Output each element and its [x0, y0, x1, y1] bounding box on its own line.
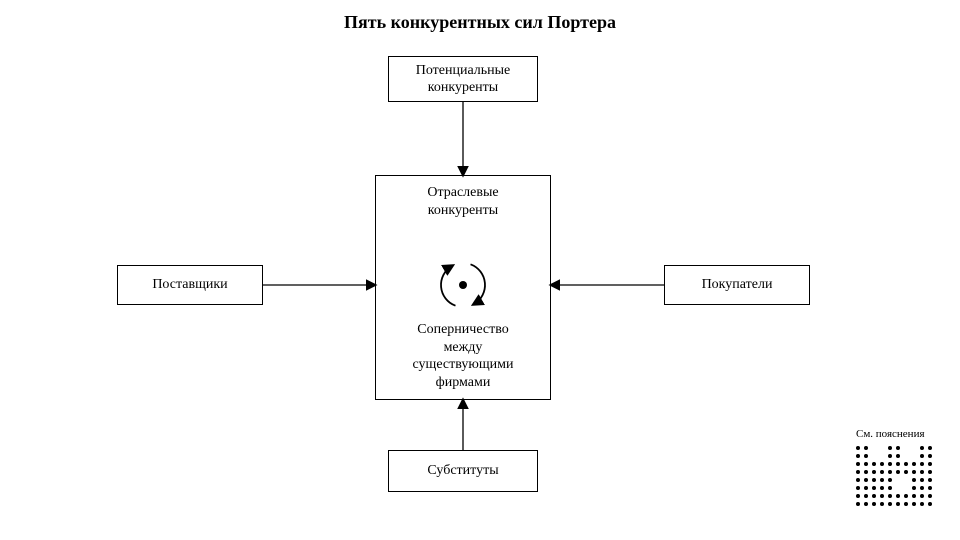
node-substitutes: Субституты — [388, 450, 538, 492]
node-industry-rivalry: Отраслевыеконкуренты Соперничествомеждус… — [375, 175, 551, 400]
node-buyers: Покупатели — [664, 265, 810, 305]
diagram-title: Пять конкурентных сил Портера — [0, 12, 960, 33]
footer-note: См. пояснения — [856, 428, 925, 440]
node-label: Потенциальныеконкуренты — [416, 62, 511, 97]
center-top-label: Отраслевыеконкуренты — [376, 184, 550, 219]
node-suppliers: Поставщики — [117, 265, 263, 305]
node-label: Поставщики — [152, 276, 227, 294]
decorative-dot-grid-icon — [856, 446, 932, 510]
node-potential-competitors: Потенциальныеконкуренты — [388, 56, 538, 102]
node-label: Покупатели — [702, 276, 773, 294]
center-bottom-label: Соперничествомеждусуществующимифирмами — [376, 321, 550, 391]
node-label: Субституты — [427, 462, 498, 480]
